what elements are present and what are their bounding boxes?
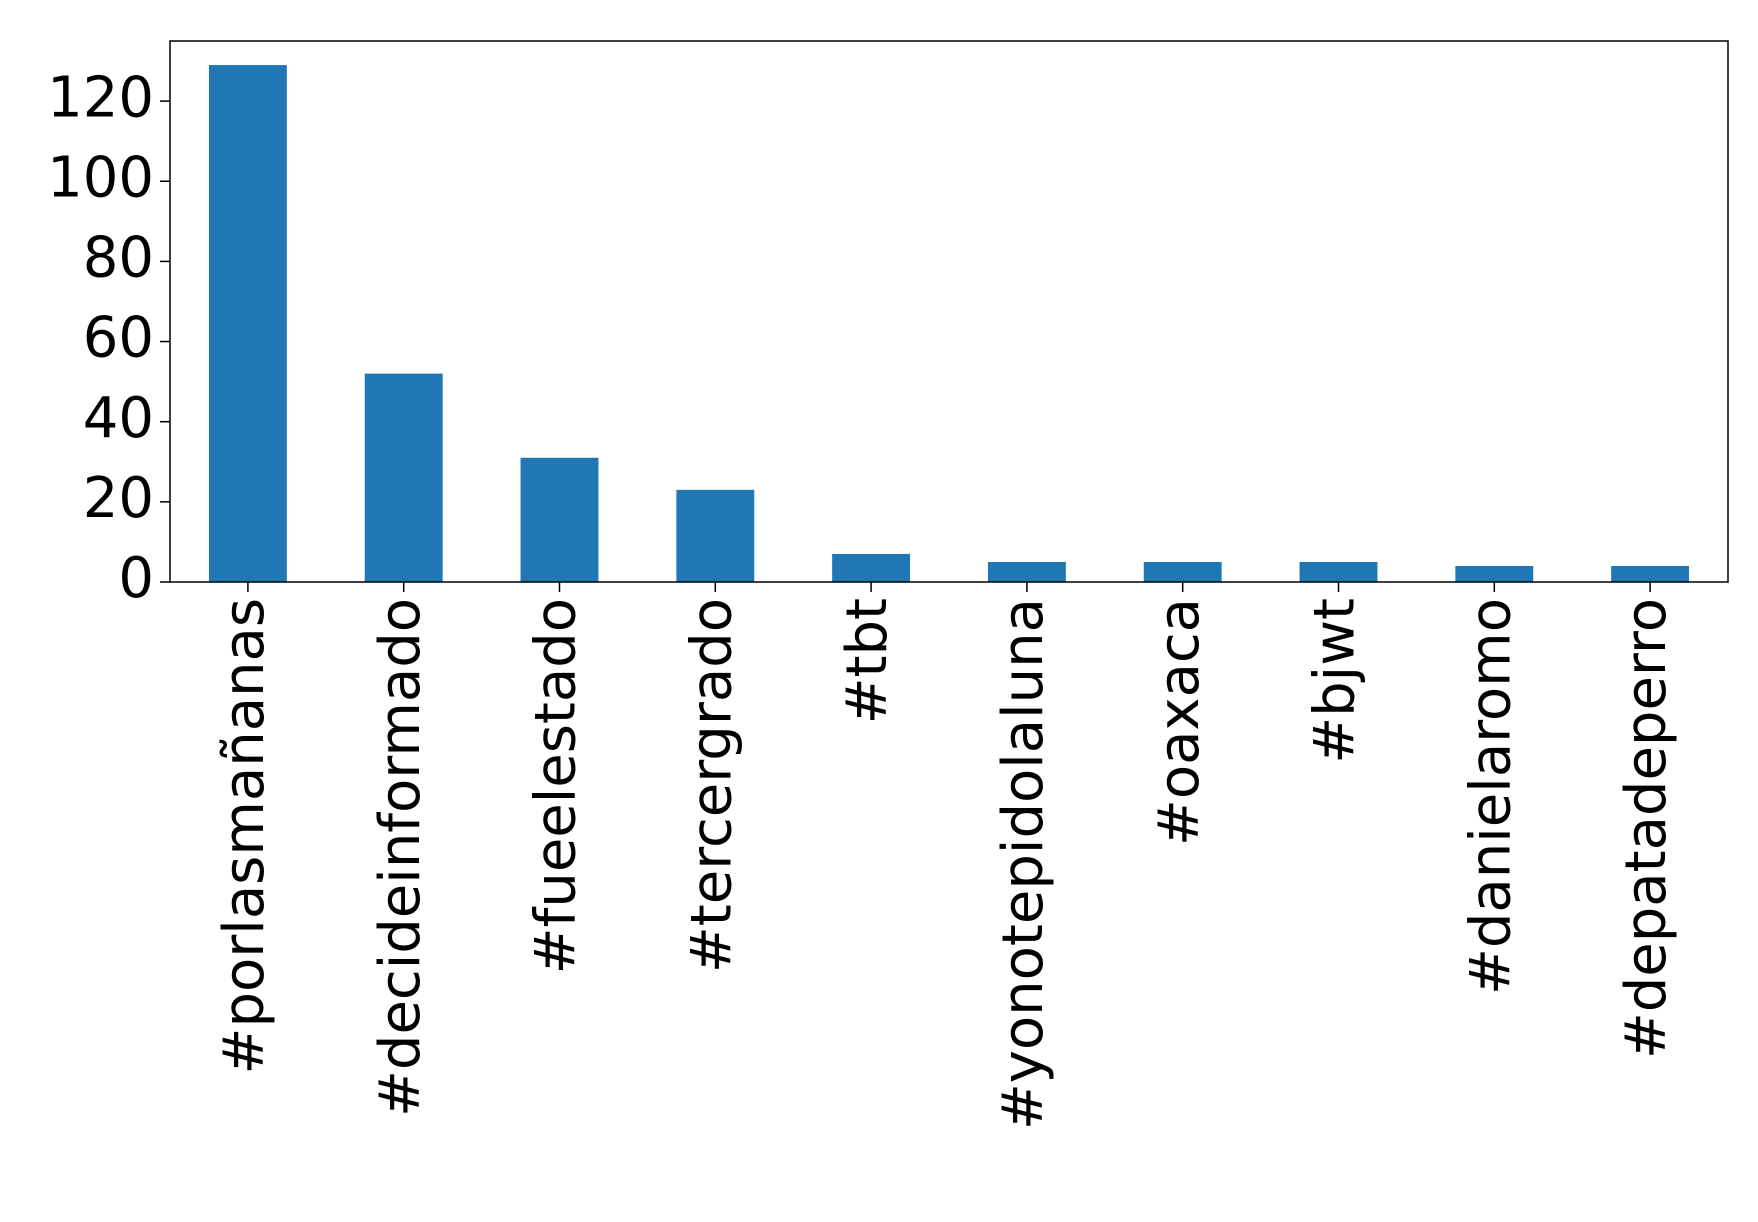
x-tick-label: #depatadeperro — [1614, 598, 1679, 1059]
x-tick-label: #danielaromo — [1458, 598, 1523, 995]
bar — [1299, 561, 1378, 582]
bar — [987, 561, 1066, 582]
plot-frame — [169, 40, 1729, 583]
x-tick-label: #decideinformado — [368, 598, 433, 1117]
x-tick-label: #bjwt — [1303, 598, 1368, 764]
x-tick-label: #yonotepidolaluna — [991, 598, 1056, 1130]
y-tick-label: 20 — [83, 466, 154, 531]
bar — [364, 373, 443, 582]
x-tick-label: #tercergrado — [679, 598, 744, 973]
y-tick-label: 0 — [118, 546, 154, 611]
bar — [1143, 561, 1222, 582]
bar — [832, 553, 911, 582]
x-tick-label: #fueelestado — [524, 598, 589, 974]
bar — [520, 457, 599, 582]
y-tick-label: 40 — [83, 386, 154, 451]
y-tick-label: 60 — [83, 306, 154, 371]
bar — [1455, 565, 1534, 582]
y-tick-label: 100 — [47, 145, 154, 210]
y-tick-label: 120 — [47, 65, 154, 130]
x-tick-label: #oaxaca — [1147, 598, 1212, 846]
y-tick-label: 80 — [83, 226, 154, 291]
bar — [676, 489, 755, 582]
x-tick-label: #porlasmañanas — [212, 598, 277, 1074]
bar — [208, 65, 287, 583]
bar — [1611, 565, 1690, 582]
x-tick-label: #tbt — [835, 598, 900, 724]
